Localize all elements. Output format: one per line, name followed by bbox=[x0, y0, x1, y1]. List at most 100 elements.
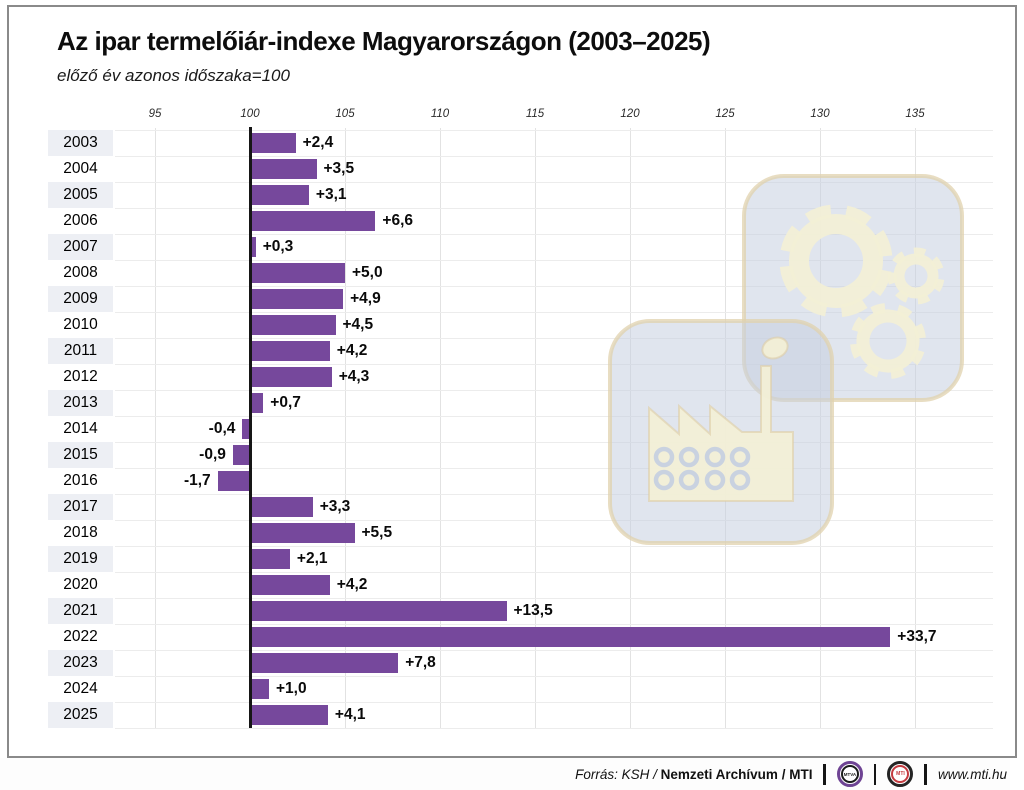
year-label-2005: 2005 bbox=[63, 186, 98, 203]
footer-divider bbox=[924, 763, 927, 785]
bar-value-2007: +0,3 bbox=[262, 238, 294, 255]
gridline-vertical bbox=[155, 128, 156, 728]
bar-value-2020: +4,2 bbox=[336, 576, 368, 593]
axis-tick-125: 125 bbox=[715, 108, 735, 120]
row-stripe bbox=[48, 130, 113, 156]
gridline-horizontal bbox=[115, 728, 993, 729]
bar-2003 bbox=[250, 133, 296, 153]
bar-2005 bbox=[250, 185, 309, 205]
bar-value-2022: +33,7 bbox=[897, 628, 937, 645]
bar-2020 bbox=[250, 575, 330, 595]
gridline-horizontal bbox=[115, 572, 993, 573]
year-label-2009: 2009 bbox=[63, 290, 98, 307]
bar-value-2010: +4,5 bbox=[342, 316, 374, 333]
bar-2019 bbox=[250, 549, 290, 569]
bar-value-2016: -1,7 bbox=[183, 472, 211, 489]
year-label-2003: 2003 bbox=[63, 134, 98, 151]
bar-value-2009: +4,9 bbox=[350, 290, 381, 307]
bar-value-2006: +6,6 bbox=[382, 212, 413, 229]
row-stripe bbox=[48, 390, 113, 416]
bar-value-2004: +3,5 bbox=[323, 160, 355, 177]
row-stripe bbox=[48, 650, 113, 676]
mtva-logo: MTVA bbox=[836, 761, 863, 787]
bar-value-2023: +7,8 bbox=[405, 654, 436, 671]
chart-subtitle: előző év azonos időszaka=100 bbox=[57, 66, 290, 85]
gridline-horizontal bbox=[115, 702, 993, 703]
bar-value-2018: +5,5 bbox=[361, 524, 393, 541]
gridline-vertical bbox=[345, 128, 346, 728]
bar-value-2017: +3,3 bbox=[319, 498, 351, 515]
gridline-horizontal bbox=[115, 624, 993, 625]
bar-2010 bbox=[250, 315, 336, 335]
bar-value-2014: -0,4 bbox=[208, 420, 236, 437]
year-label-2014: 2014 bbox=[63, 420, 98, 437]
year-label-2015: 2015 bbox=[63, 446, 98, 463]
website-link[interactable]: www.mti.hu bbox=[937, 766, 1007, 782]
gridline-horizontal bbox=[115, 468, 993, 469]
gridline-horizontal bbox=[115, 416, 993, 417]
axis-tick-110: 110 bbox=[430, 108, 450, 120]
gridline-horizontal bbox=[115, 156, 993, 157]
row-stripe bbox=[48, 338, 113, 364]
gridline-horizontal bbox=[115, 390, 993, 391]
year-label-2011: 2011 bbox=[63, 342, 98, 359]
gridline-horizontal bbox=[115, 286, 993, 287]
bar-2015 bbox=[232, 445, 250, 465]
axis-tick-120: 120 bbox=[620, 108, 640, 120]
bar-value-2015: -0,9 bbox=[199, 446, 226, 463]
bar-2006 bbox=[250, 211, 376, 231]
year-label-2008: 2008 bbox=[63, 264, 98, 281]
gridline-vertical bbox=[440, 128, 441, 728]
bar-2016 bbox=[217, 471, 250, 491]
bar-2008 bbox=[250, 263, 345, 283]
axis-tick-105: 105 bbox=[335, 108, 355, 120]
row-stripe bbox=[48, 182, 113, 208]
footer-divider bbox=[873, 763, 877, 785]
year-label-2021: 2021 bbox=[63, 602, 98, 619]
footer-divider bbox=[823, 763, 826, 785]
bar-value-2025: +4,1 bbox=[334, 706, 366, 723]
gridline-horizontal bbox=[115, 182, 993, 183]
year-label-2025: 2025 bbox=[63, 706, 98, 723]
source-credit: Forrás: KSH / Nemzeti Archívum / MTI bbox=[575, 766, 813, 782]
row-stripe bbox=[48, 598, 113, 624]
bar-value-2011: +4,2 bbox=[336, 342, 368, 359]
bar-2024 bbox=[250, 679, 269, 699]
mti-logo: MTI bbox=[887, 761, 914, 787]
bar-value-2024: +1,0 bbox=[276, 680, 307, 697]
baseline-100 bbox=[248, 127, 252, 728]
year-label-2010: 2010 bbox=[63, 316, 98, 333]
gridline-horizontal bbox=[115, 650, 993, 651]
year-label-2017: 2017 bbox=[63, 498, 98, 515]
year-label-2016: 2016 bbox=[63, 472, 98, 489]
year-label-2019: 2019 bbox=[63, 550, 98, 567]
bar-2012 bbox=[250, 367, 332, 387]
gridline-horizontal bbox=[115, 130, 993, 131]
bar-2014 bbox=[242, 419, 250, 439]
gridline-horizontal bbox=[115, 598, 993, 599]
year-label-2006: 2006 bbox=[63, 212, 98, 229]
bar-2007 bbox=[250, 237, 256, 257]
row-stripe bbox=[48, 286, 113, 312]
gridline-vertical bbox=[535, 128, 536, 728]
gridline-horizontal bbox=[115, 364, 993, 365]
year-label-2012: 2012 bbox=[63, 368, 98, 385]
gridline-vertical bbox=[915, 128, 916, 728]
row-stripe bbox=[48, 546, 113, 572]
row-stripe bbox=[48, 442, 113, 468]
gridline-horizontal bbox=[115, 676, 993, 677]
bar-value-2013: +0,7 bbox=[270, 394, 301, 411]
bar-value-2008: +5,0 bbox=[352, 264, 383, 281]
bar-value-2012: +4,3 bbox=[338, 368, 370, 385]
year-label-2023: 2023 bbox=[63, 654, 98, 671]
chart-title: Az ipar termelőiár-indexe Magyarországon… bbox=[57, 26, 711, 56]
bar-value-2021: +13,5 bbox=[513, 602, 553, 619]
bar-value-2005: +3,1 bbox=[315, 186, 347, 203]
gridline-horizontal bbox=[115, 338, 993, 339]
gridline-horizontal bbox=[115, 494, 993, 495]
row-stripe bbox=[48, 234, 113, 260]
gridline-horizontal bbox=[115, 234, 993, 235]
bar-2009 bbox=[250, 289, 344, 309]
gridline-horizontal bbox=[115, 208, 993, 209]
year-label-2022: 2022 bbox=[63, 628, 98, 645]
